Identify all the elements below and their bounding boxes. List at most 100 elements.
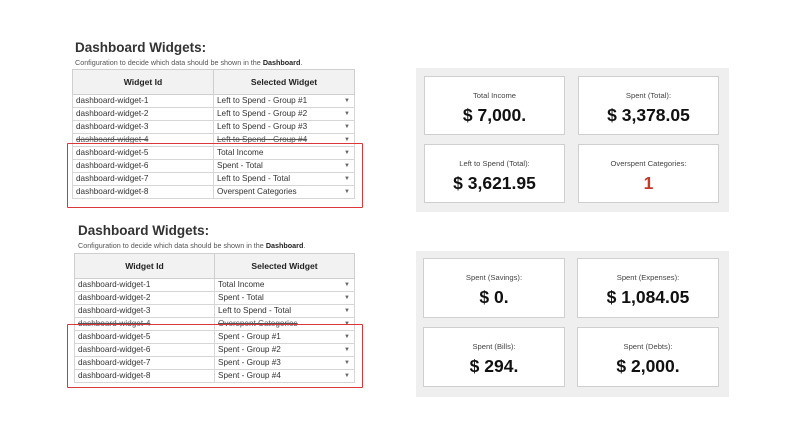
card-value: $ 7,000. [462,105,527,125]
table-row: dashboard-widget-2 Spent - Total ▼ [74,291,355,305]
card-label: Spent (Debts): [623,342,673,351]
widget-card-spent-savings: Spent (Savings): $ 0. [423,258,565,318]
caret-down-icon: ▼ [344,176,350,182]
col-header-widget-id: Widget Id [74,253,215,279]
highlight-box [67,324,363,388]
table-row: dashboard-widget-8 Spent - Group #4 ▼ [74,369,355,383]
widget-card-spent-debts: Spent (Debts): $ 2,000. [577,327,719,387]
widget-card-spent-bills: Spent (Bills): $ 294. [423,327,565,387]
widget-select[interactable]: Total Income ▼ [214,278,355,292]
card-label: Overspent Categories: [610,159,687,168]
caret-down-icon: ▼ [344,98,350,104]
widget-id-cell: dashboard-widget-3 [74,304,215,318]
subtitle-bold: Dashboard [265,241,304,250]
widget-card-total-income: Total Income $ 7,000. [424,76,565,135]
caret-down-icon: ▼ [344,347,350,353]
widget-select-value: Left to Spend - Group #3 [217,122,308,131]
widget-select-value: Spent - Group #3 [218,358,281,367]
widget-select-value: Left to Spend - Group #1 [217,96,308,105]
widget-id-cell: dashboard-widget-1 [74,278,215,292]
widget-select-value: Left to Spend - Total [218,306,292,315]
card-value: 1 [643,173,654,193]
caret-down-icon: ▼ [344,137,350,143]
col-header-selected-widget: Selected Widget [214,253,355,279]
caret-down-icon: ▼ [344,360,350,366]
caret-down-icon: ▼ [344,334,350,340]
widget-select-value: Spent - Total [218,293,264,302]
col-header-widget-id: Widget Id [72,69,214,95]
dashboard-preview-panel-1: Total Income $ 7,000. Spent (Total): $ 3… [416,68,729,212]
caret-down-icon: ▼ [344,282,350,288]
widget-select-value: Total Income [218,280,265,289]
card-label: Spent (Expenses): [616,273,680,282]
widget-select[interactable]: Spent - Total ▼ [214,291,355,305]
widget-select-value: Total Income [217,148,264,157]
highlight-box [67,143,363,208]
subtitle-bold: Dashboard [262,58,301,67]
widget-id-cell: dashboard-widget-8 [72,185,214,199]
card-label: Spent (Savings): [465,273,523,282]
caret-down-icon: ▼ [344,111,350,117]
widget-select-value: Left to Spend - Group #2 [217,109,308,118]
caret-down-icon: ▼ [344,124,350,130]
widget-card-spent-total: Spent (Total): $ 3,378.05 [578,76,719,135]
table-row: dashboard-widget-1 Total Income ▼ [74,278,355,292]
card-value: $ 1,084.05 [606,287,690,307]
widget-id-cell: dashboard-widget-3 [72,120,214,134]
subtitle-suffix: . [300,58,303,67]
card-label: Left to Spend (Total): [459,159,530,168]
widget-select[interactable]: Left to Spend - Group #1 ▼ [213,94,355,108]
section2-title: Dashboard Widgets: [78,223,210,238]
widget-id-cell: dashboard-widget-2 [74,291,215,305]
caret-down-icon: ▼ [344,163,350,169]
widget-id-cell: dashboard-widget-2 [72,107,214,121]
section1-title: Dashboard Widgets: [75,40,207,55]
widget-select[interactable]: Left to Spend - Total ▼ [214,304,355,318]
widget-table-1: Widget Id Selected Widget dashboard-widg… [72,69,355,199]
section1-subtitle: Configuration to decide which data shoul… [75,58,302,67]
widget-select-value: Left to Spend - Group #4 [217,135,308,144]
widget-select-value: Spent - Total [217,161,263,170]
caret-down-icon: ▼ [344,189,350,195]
col-header-selected-widget: Selected Widget [213,69,355,95]
caret-down-icon: ▼ [344,373,350,379]
caret-down-icon: ▼ [344,150,350,156]
subtitle-text: Configuration to decide which data shoul… [75,58,263,67]
card-value: $ 3,621.95 [453,173,536,193]
subtitle-text: Configuration to decide which data shoul… [78,241,266,250]
widget-card-left-to-spend: Left to Spend (Total): $ 3,621.95 [424,144,565,203]
table-row: dashboard-widget-6 Spent - Total ▼ [72,159,355,173]
widget-card-overspent: Overspent Categories: 1 [578,144,719,203]
caret-down-icon: ▼ [344,308,350,314]
table-row: dashboard-widget-5 Spent - Group #1 ▼ [74,330,355,344]
card-label: Spent (Bills): [472,342,516,351]
card-label: Total Income [472,91,517,100]
widget-select-value: Spent - Group #4 [218,371,281,380]
table-row: dashboard-widget-3 Left to Spend - Total… [74,304,355,318]
widget-select[interactable]: Left to Spend - Group #3 ▼ [213,120,355,134]
card-value: $ 2,000. [616,356,680,376]
card-value: $ 3,378.05 [607,105,690,125]
widget-id-cell: dashboard-widget-1 [72,94,214,108]
widget-select-value: Overspent Categories [218,319,298,328]
table-row: dashboard-widget-6 Spent - Group #2 ▼ [74,343,355,357]
section2-subtitle: Configuration to decide which data shoul… [78,241,305,250]
card-label: Spent (Total): [625,91,672,100]
dashboard-preview-panel-2: Spent (Savings): $ 0. Spent (Expenses): … [416,251,729,397]
widget-select[interactable]: Left to Spend - Group #2 ▼ [213,107,355,121]
subtitle-suffix: . [303,241,306,250]
widget-select[interactable]: Spent - Group #4 ▼ [214,369,355,383]
widget-card-spent-expenses: Spent (Expenses): $ 1,084.05 [577,258,719,318]
card-value: $ 0. [479,287,509,307]
table-row: dashboard-widget-7 Spent - Group #3 ▼ [74,356,355,370]
widget-select[interactable]: Overspent Categories ▼ [213,185,355,199]
caret-down-icon: ▼ [344,295,350,301]
widget-select-value: Overspent Categories [217,187,297,196]
table-row: dashboard-widget-3 Left to Spend - Group… [72,120,355,134]
widget-select-value: Spent - Group #1 [218,332,281,341]
table-row: dashboard-widget-1 Left to Spend - Group… [72,94,355,108]
widget-select-value: Spent - Group #2 [218,345,281,354]
table-row: dashboard-widget-8 Overspent Categories ▼ [72,185,355,199]
table-row: dashboard-widget-2 Left to Spend - Group… [72,107,355,121]
widget-select-value: Left to Spend - Total [217,174,291,183]
